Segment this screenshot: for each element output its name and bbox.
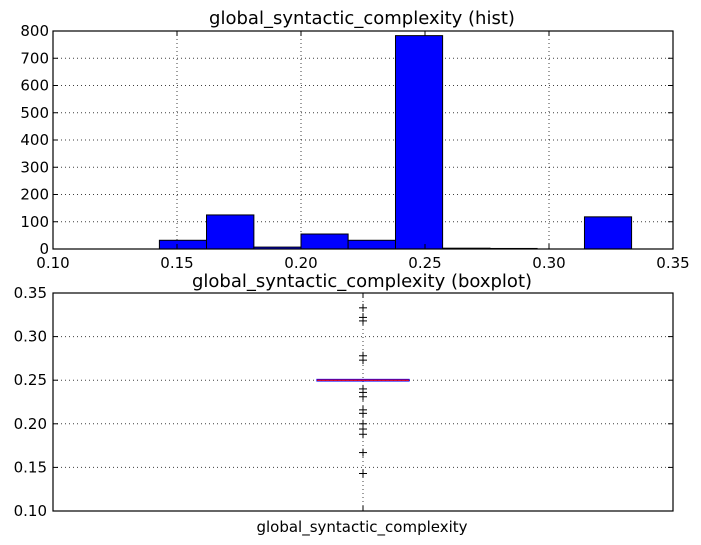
boxplot-y-tick-label: 0.15 — [14, 458, 47, 476]
histogram-x-tick-label: 0.20 — [284, 254, 317, 272]
boxplot-flier — [359, 392, 367, 401]
boxplot-y-tick-label: 0.30 — [14, 328, 47, 346]
histogram-grid — [53, 31, 673, 249]
boxplot-title: global_syntactic_complexity (boxplot) — [192, 271, 532, 292]
histogram-x-tick-label: 0.30 — [532, 254, 565, 272]
boxplot-flier — [359, 303, 367, 312]
histogram-y-ticks: 0 100 200 300 400 500 600 700 800 — [20, 22, 673, 258]
boxplot-y-ticks: 0.10 0.15 0.20 0.25 0.30 0.35 — [14, 284, 673, 520]
boxplot-flier — [359, 448, 367, 457]
histogram-bar — [583, 216, 633, 250]
histogram-y-tick-label: 0 — [39, 240, 49, 258]
boxplot-marks — [316, 303, 410, 478]
histogram-bar — [300, 233, 349, 250]
histogram-y-tick-label: 100 — [20, 213, 49, 231]
histogram-title: global_syntactic_complexity (hist) — [209, 8, 515, 29]
boxplot-panel: 0.10 0.15 0.20 0.25 0.30 0.35 global_syntacti… — [14, 271, 674, 537]
histogram-y-tick-label: 800 — [20, 22, 49, 40]
boxplot-flier — [359, 316, 367, 325]
boxplot-flier — [359, 409, 367, 418]
histogram-panel: global_syntactic_complexity (hist) 0.10 0… — [20, 8, 689, 272]
histogram-y-tick-label: 500 — [20, 104, 49, 122]
histogram-x-ticks: 0.10 0.15 0.20 0.25 0.30 0.35 — [36, 31, 690, 272]
histogram-y-tick-label: 200 — [20, 186, 49, 204]
histogram-y-tick-label: 600 — [20, 77, 49, 95]
boxplot-y-tick-label: 0.20 — [14, 415, 47, 433]
histogram-bar — [206, 214, 255, 250]
histogram-bar — [158, 239, 208, 250]
histogram-y-tick-label: 400 — [20, 131, 49, 149]
boxplot-y-tick-label: 0.25 — [14, 371, 47, 389]
boxplot-category-label: global_syntactic_complexity — [256, 518, 467, 537]
boxplot-y-tick-label: 0.10 — [14, 502, 47, 520]
histogram-y-tick-label: 700 — [20, 49, 49, 67]
histogram-x-tick-label: 0.15 — [160, 254, 193, 272]
histogram-x-tick-label: 0.25 — [408, 254, 441, 272]
boxplot-flier — [359, 430, 367, 439]
boxplot-flier — [359, 469, 367, 478]
histogram-bar — [394, 35, 444, 250]
histogram-x-tick-label: 0.35 — [656, 254, 689, 272]
boxplot-y-tick-label: 0.35 — [14, 284, 47, 302]
histogram-x-tick-label: 0.10 — [36, 254, 69, 272]
boxplot-grid — [53, 293, 673, 511]
histogram-bar — [347, 239, 396, 250]
histogram-y-tick-label: 300 — [20, 158, 49, 176]
boxplot-flier — [359, 356, 367, 365]
histogram-bars — [158, 35, 633, 250]
